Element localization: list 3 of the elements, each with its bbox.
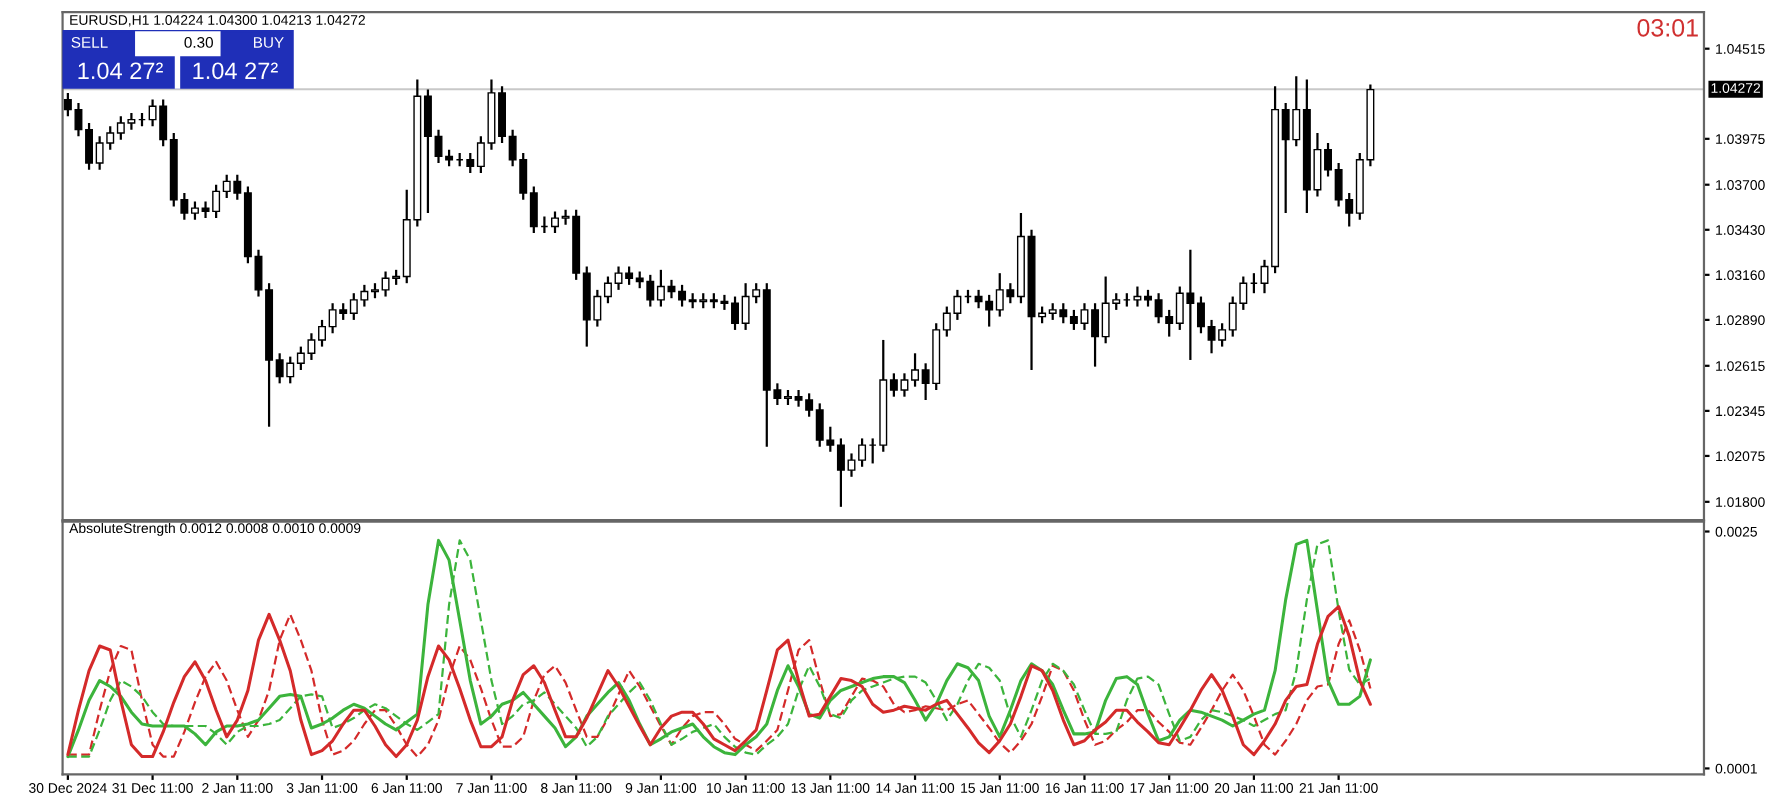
annotation: 1.04 27²	[193, 62, 278, 80]
annotation: 03:01	[1637, 18, 1698, 37]
annotation: 1.04 27²	[78, 62, 163, 80]
